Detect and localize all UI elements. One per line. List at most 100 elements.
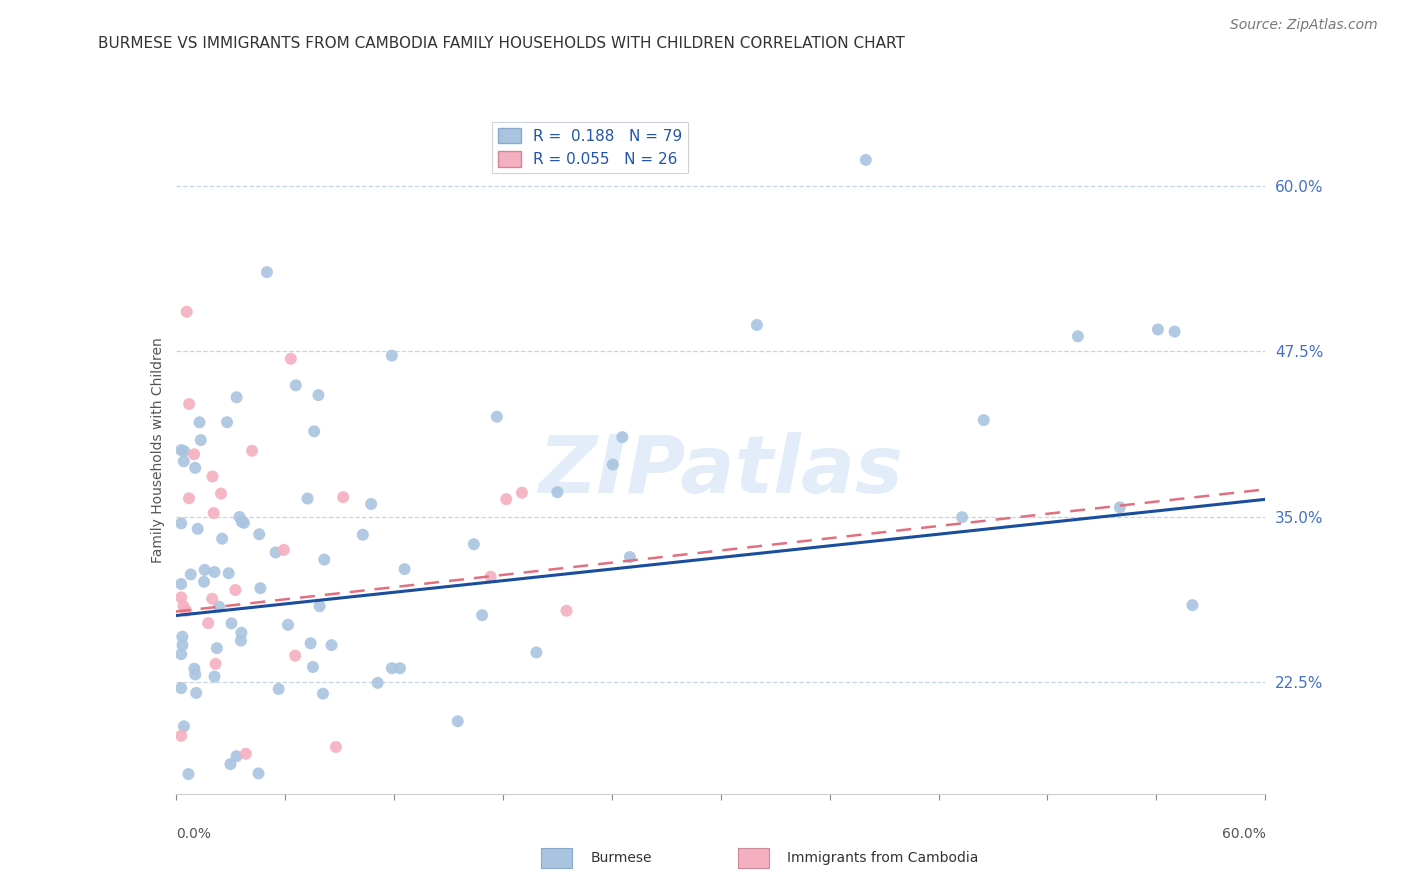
Point	[179, 397, 201, 411]
Point	[325, 739, 347, 754]
Point	[177, 767, 200, 781]
Point	[249, 581, 271, 595]
Point	[228, 510, 250, 524]
Point	[204, 657, 226, 671]
Point	[264, 545, 287, 559]
Point	[186, 686, 208, 700]
Point	[381, 349, 404, 363]
Point	[177, 491, 200, 506]
Point	[388, 661, 411, 675]
Point	[224, 582, 246, 597]
Point	[1181, 598, 1204, 612]
Point	[510, 485, 533, 500]
Point	[1163, 325, 1185, 339]
Point	[546, 485, 568, 500]
Point	[170, 443, 193, 458]
Point	[173, 719, 195, 733]
Point	[201, 469, 224, 483]
Point	[218, 566, 240, 581]
Point	[307, 388, 329, 402]
Point	[184, 460, 207, 475]
Point	[360, 497, 382, 511]
Text: 60.0%: 60.0%	[1222, 827, 1265, 841]
Point	[183, 662, 205, 676]
Point	[247, 766, 270, 780]
Point	[308, 599, 330, 614]
Point	[193, 574, 215, 589]
Point	[209, 486, 232, 500]
Point	[229, 633, 252, 648]
Point	[205, 641, 228, 656]
Point	[174, 604, 197, 618]
Point	[485, 409, 508, 424]
Point	[479, 570, 502, 584]
Point	[188, 415, 211, 429]
Point	[297, 491, 319, 506]
Point	[180, 567, 202, 582]
Text: Source: ZipAtlas.com: Source: ZipAtlas.com	[1230, 18, 1378, 32]
Point	[284, 378, 307, 392]
Text: Burmese: Burmese	[591, 851, 652, 865]
Text: ZIPatlas: ZIPatlas	[538, 432, 903, 510]
Point	[240, 443, 263, 458]
Point	[619, 550, 641, 565]
Point	[225, 390, 247, 404]
Point	[314, 552, 336, 566]
Point	[855, 153, 877, 167]
Point	[277, 617, 299, 632]
Point	[187, 522, 209, 536]
Point	[299, 636, 322, 650]
Point	[745, 318, 768, 332]
Point	[231, 625, 253, 640]
Point	[471, 608, 494, 623]
Point	[170, 729, 193, 743]
Point	[332, 490, 354, 504]
Point	[170, 516, 193, 531]
Point	[1147, 322, 1170, 336]
Point	[170, 591, 193, 605]
Point	[495, 492, 517, 507]
Point	[394, 562, 416, 576]
Point	[247, 527, 270, 541]
Point	[202, 506, 225, 520]
Point	[273, 542, 295, 557]
Point	[280, 351, 302, 366]
FancyBboxPatch shape	[541, 848, 572, 868]
Point	[302, 425, 325, 439]
Point	[172, 638, 194, 652]
Point	[612, 430, 634, 444]
Point	[225, 749, 247, 764]
Text: BURMESE VS IMMIGRANTS FROM CAMBODIA FAMILY HOUSEHOLDS WITH CHILDREN CORRELATION : BURMESE VS IMMIGRANTS FROM CAMBODIA FAMI…	[98, 36, 905, 51]
Point	[463, 537, 485, 551]
Point	[1067, 329, 1090, 343]
Point	[211, 532, 233, 546]
Point	[312, 687, 335, 701]
Point	[447, 714, 470, 729]
Point	[555, 604, 578, 618]
Point	[219, 757, 242, 772]
Point	[173, 454, 195, 468]
Point	[602, 458, 624, 472]
Point	[526, 645, 548, 659]
FancyBboxPatch shape	[738, 848, 769, 868]
Point	[201, 591, 224, 606]
Point	[184, 667, 207, 681]
Point	[204, 565, 226, 579]
Point	[170, 577, 193, 591]
Point	[190, 433, 212, 447]
Point	[183, 447, 205, 461]
Point	[232, 516, 254, 530]
Point	[176, 305, 198, 319]
Point	[170, 681, 193, 696]
Point	[194, 563, 217, 577]
Text: 0.0%: 0.0%	[176, 827, 211, 841]
Point	[367, 676, 389, 690]
Point	[1109, 500, 1132, 515]
Point	[950, 510, 973, 524]
Point	[208, 599, 231, 614]
Point	[172, 630, 194, 644]
Text: Immigrants from Cambodia: Immigrants from Cambodia	[787, 851, 979, 865]
Point	[172, 599, 194, 614]
Point	[170, 647, 193, 661]
Point	[231, 515, 253, 529]
